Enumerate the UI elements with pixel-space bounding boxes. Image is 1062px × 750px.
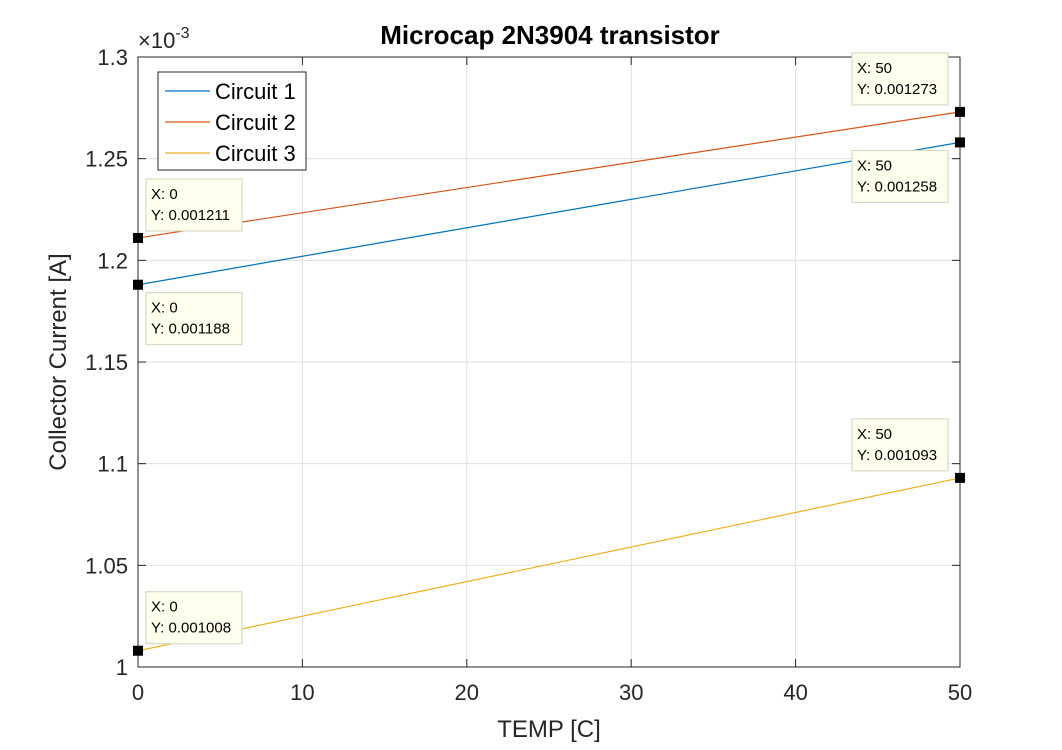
datatip-x-text: X: 0	[151, 300, 178, 317]
datatip-marker[interactable]	[133, 645, 143, 656]
legend-label: Circuit 1	[215, 79, 296, 104]
x-tick-label: 0	[132, 680, 144, 705]
datatip-box	[851, 52, 949, 106]
y-tick-labels: 1 1.05 1.1 1.15 1.2 1.25 1.3	[85, 45, 128, 680]
legend-label: Circuit 2	[215, 110, 296, 135]
datatip-box	[851, 418, 949, 472]
axis-ticks	[137, 56, 961, 668]
x-tick-label: 50	[948, 680, 972, 705]
legend-label: Circuit 3	[215, 141, 296, 166]
datatip[interactable]: X: 50 Y: 0.001273	[851, 52, 965, 117]
y-tick-label: 1.05	[85, 553, 128, 578]
chart-title: Microcap 2N3904 transistor	[380, 20, 720, 50]
datatip-y-text: Y: 0.001008	[151, 620, 231, 637]
datatip-box	[145, 591, 243, 645]
datatip-y-text: Y: 0.001258	[857, 178, 937, 195]
y-tick-label: 1.15	[85, 350, 128, 375]
y-exponent-base: ×10	[138, 28, 175, 53]
grid-lines	[137, 56, 961, 668]
datatip-y-text: Y: 0.001273	[857, 81, 937, 98]
series-line	[137, 111, 961, 239]
y-tick-label: 1.2	[97, 248, 128, 273]
y-tick-label: 1.25	[85, 147, 128, 172]
y-axis-exponent: ×10-3	[138, 25, 190, 53]
datatip-x-text: X: 0	[151, 599, 178, 616]
datatip-marker[interactable]	[955, 472, 965, 483]
y-exponent-power: -3	[175, 25, 189, 42]
y-tick-label: 1.3	[97, 45, 128, 70]
y-axis-label: Collector Current [A]	[45, 253, 72, 470]
y-tick-label: 1.1	[97, 452, 128, 477]
datatip-box	[851, 149, 949, 203]
y-tick-label: 1	[116, 655, 128, 680]
datatip-x-text: X: 50	[857, 426, 892, 443]
datatip[interactable]: X: 0 Y: 0.001211	[133, 178, 243, 243]
legend: Circuit 1 Circuit 2 Circuit 3	[157, 71, 307, 171]
datatip[interactable]: X: 0 Y: 0.001008	[133, 591, 243, 656]
datatip-marker[interactable]	[955, 137, 965, 148]
datatip[interactable]: X: 0 Y: 0.001188	[133, 279, 243, 346]
datatip-box	[145, 292, 243, 346]
series-lines	[137, 111, 961, 652]
x-tick-label: 10	[290, 680, 314, 705]
datatips: X: 0 Y: 0.001211 X: 0 Y: 0.001188 X: 0 Y: 0.0…	[133, 52, 965, 656]
datatip-y-text: Y: 0.001188	[151, 321, 230, 338]
datatip-y-text: Y: 0.001211	[151, 207, 230, 224]
datatip-marker[interactable]	[133, 279, 143, 290]
datatip-marker[interactable]	[133, 232, 143, 243]
x-axis-label: TEMP [C]	[497, 716, 601, 743]
datatip-x-text: X: 50	[857, 157, 892, 174]
legend-box	[157, 71, 307, 171]
datatip[interactable]: X: 50 Y: 0.001258	[851, 137, 965, 203]
datatip-x-text: X: 50	[857, 60, 892, 77]
x-tick-label: 40	[783, 680, 807, 705]
x-tick-labels: 0 10 20 30 40 50	[132, 680, 972, 705]
datatip[interactable]: X: 50 Y: 0.001093	[851, 418, 965, 483]
series-line	[137, 477, 961, 652]
x-tick-label: 20	[455, 680, 479, 705]
datatip-y-text: Y: 0.001093	[857, 447, 937, 464]
x-tick-label: 30	[619, 680, 643, 705]
datatip-x-text: X: 0	[151, 186, 178, 203]
datatip-box	[145, 178, 243, 232]
datatip-marker[interactable]	[955, 106, 965, 117]
series-line	[137, 141, 961, 286]
